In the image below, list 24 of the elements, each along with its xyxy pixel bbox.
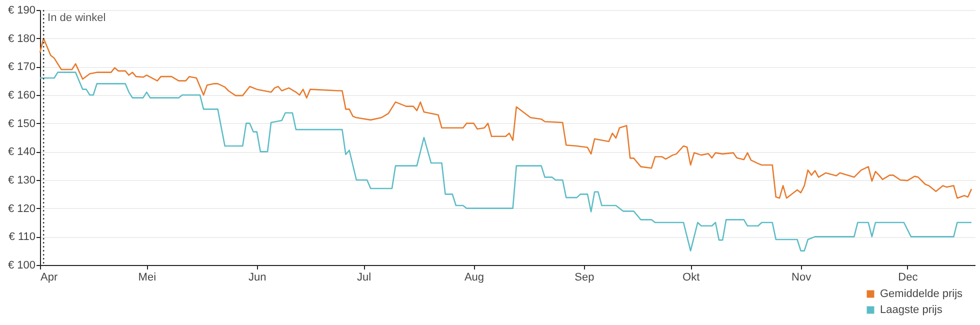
line-series — [39, 72, 972, 252]
y-tick-label: € 190 — [8, 4, 36, 16]
y-tick-label: € 160 — [8, 90, 36, 102]
x-tick-label: Nov — [792, 272, 812, 284]
y-tick-label: € 110 — [8, 231, 36, 244]
line-series — [39, 38, 972, 199]
y-tick-label: € 120 — [8, 202, 36, 215]
x-tick-label: Okt — [682, 272, 700, 284]
y-tick-label: € 100 — [8, 260, 36, 272]
x-tick-label: Jul — [356, 272, 372, 284]
x-tick-label: Dec — [898, 272, 918, 284]
y-tick-label: € 130 — [8, 174, 36, 186]
x-tick-label: Jun — [248, 272, 266, 284]
y-tick-label: € 140 — [8, 146, 36, 158]
x-tick-label: Mei — [138, 272, 156, 284]
y-tick-label: € 150 — [8, 118, 36, 130]
x-tick-label: Apr — [40, 272, 58, 284]
x-tick-label: Aug — [464, 272, 484, 284]
x-tick-label: Sep — [574, 272, 594, 284]
legend-label: Gemiddelde prijs — [880, 288, 964, 300]
legend-label: Laagste prijs — [880, 304, 943, 316]
y-tick-label: € 180 — [8, 32, 36, 45]
ref-line-label: In de winkel — [48, 12, 106, 24]
y-tick-label: € 170 — [8, 61, 36, 74]
